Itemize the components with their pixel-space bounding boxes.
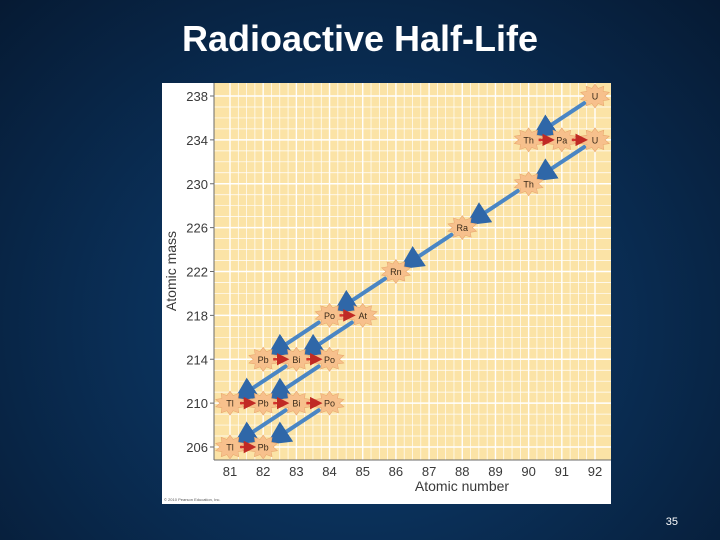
y-tick-label: 238	[186, 89, 208, 104]
x-axis-label: Atomic number	[415, 478, 509, 494]
alpha-decay-arrow	[332, 276, 388, 314]
nuclide-label: Tl	[226, 443, 234, 453]
nuclide-marker	[248, 346, 279, 372]
nuclide-label: Po	[324, 311, 335, 321]
nuclide-marker	[314, 302, 345, 328]
nuclide-marker	[580, 83, 610, 109]
nuclide-marker	[513, 171, 544, 197]
x-tick-label: 82	[256, 464, 270, 479]
nuclide-marker	[513, 127, 544, 153]
slide-title: Radioactive Half-Life	[181, 18, 539, 59]
x-tick-label: 85	[355, 464, 369, 479]
nuclide-label: Tl	[226, 399, 234, 409]
nuclide-marker	[215, 434, 245, 460]
x-tick-label: 91	[555, 464, 569, 479]
alpha-decay-arrow	[266, 408, 321, 445]
nuclide-label: Bi	[292, 399, 300, 409]
x-tick-label: 83	[289, 464, 303, 479]
nuclide-label: At	[358, 311, 367, 321]
nuclide-label: Pb	[258, 399, 269, 409]
y-tick-label: 218	[186, 308, 208, 323]
alpha-decay-arrow	[399, 232, 454, 270]
page-number: 35	[665, 516, 678, 528]
y-tick-label: 230	[186, 177, 208, 192]
decay-chart: 81 82 83 84 85 86 87 88 89 90 91 92 238 234 230 226 222 2…	[163, 83, 611, 494]
copyright-note: © 2010 Pearson Education, Inc.	[164, 497, 221, 502]
x-tick-label: 81	[223, 464, 237, 479]
nuclide-label: Pa	[556, 135, 567, 145]
y-tick-label: 214	[186, 352, 208, 367]
x-tick-label: 88	[455, 464, 469, 479]
nuclide-label: Pb	[258, 355, 269, 365]
nuclide-label: Pb	[258, 443, 269, 453]
alpha-decay-arrows	[233, 101, 587, 445]
nuclide-label: Rn	[390, 267, 402, 277]
nuclide-marker	[215, 390, 245, 416]
alpha-decay-arrow	[233, 364, 288, 401]
nuclide-label: U	[592, 92, 599, 102]
y-tick-label: 210	[186, 396, 208, 411]
alpha-decay-arrow	[531, 101, 587, 138]
nuclide-marker	[380, 258, 411, 285]
alpha-decay-arrow	[531, 145, 587, 182]
x-tick-label: 90	[521, 464, 535, 479]
decay-chart-figure: 81 82 83 84 85 86 87 88 89 90 91 92 238 234 230 226 222 2…	[162, 83, 611, 504]
nuclide-label: Ra	[457, 223, 469, 233]
x-tick-label: 86	[389, 464, 403, 479]
alpha-decay-arrow	[266, 364, 321, 401]
y-axis-label: Atomic mass	[163, 231, 179, 311]
y-tick-label: 206	[186, 440, 208, 455]
y-tick-label: 234	[186, 133, 208, 148]
beta-decay-arrows	[240, 133, 588, 454]
alpha-decay-arrow	[233, 408, 288, 445]
nuclide-label: Th	[523, 135, 534, 145]
nuclide-label: Po	[324, 355, 335, 365]
x-tick-label: 89	[488, 464, 502, 479]
alpha-decay-arrow	[266, 320, 321, 358]
alpha-decay-arrow	[299, 320, 354, 358]
y-tick-label: 222	[186, 265, 208, 280]
nuclide-marker	[447, 215, 478, 241]
nuclide-label: Po	[324, 399, 335, 409]
nuclide-label: U	[592, 135, 599, 145]
x-tick-label: 84	[322, 464, 336, 479]
nuclide-label: Th	[523, 179, 534, 189]
y-tick-label: 226	[186, 221, 208, 236]
nuclide-label: Bi	[292, 355, 300, 365]
alpha-decay-arrow	[465, 188, 520, 226]
x-tick-label: 87	[422, 464, 436, 479]
axes: 81 82 83 84 85 86 87 88 89 90 91 92 238 234 230 226 222 2…	[186, 83, 611, 479]
x-tick-label: 92	[588, 464, 602, 479]
